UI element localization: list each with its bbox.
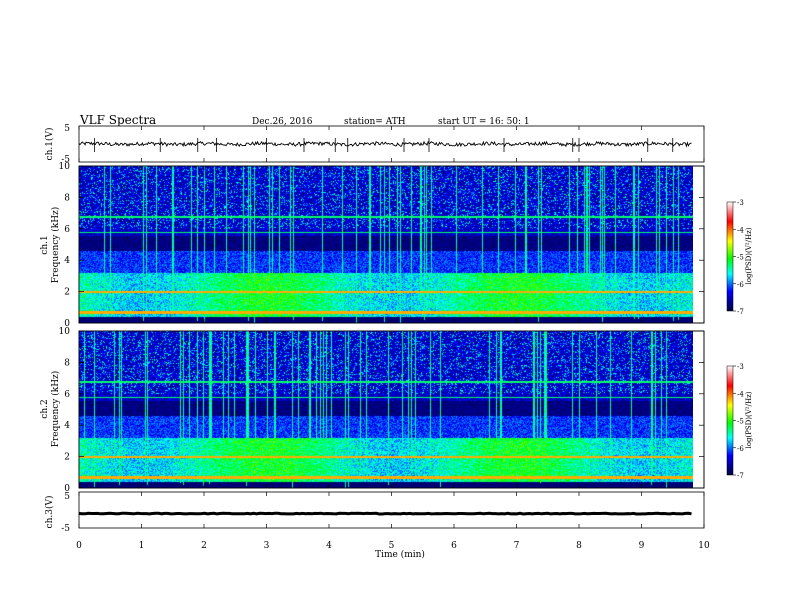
colorbar-tick-label: -6: [737, 445, 744, 453]
ch2-spectrogram-panel: 0 2 4 6 8 10 ch.2 Frequency (kHz): [40, 327, 705, 494]
ch1-spectrogram-image: [79, 166, 693, 323]
ch1-colorbar: -3 -4 -5 -6 -7 log(PSD)(V²/Hz): [726, 199, 753, 316]
ch1-colorbar-label: log(PSD)(V²/Hz): [745, 227, 753, 284]
x-tick-label: 8: [576, 541, 582, 551]
ch1-spectrogram-image-holder: [79, 166, 693, 323]
ch1-spec-ylabel-channel: ch.1: [40, 235, 50, 254]
y-tick-label: 2: [64, 453, 70, 463]
colorbar-tick-label: -6: [737, 281, 744, 289]
ch2-spec-yticks: 0 2 4 6 8 10: [59, 327, 704, 494]
y-tick-label: 8: [64, 193, 70, 203]
y-tick-label: 10: [59, 162, 71, 172]
ch1-colorbar-ticks: -3 -4 -5 -6 -7: [733, 199, 744, 316]
x-tick-label: 6: [451, 541, 457, 551]
colorbar-tick-label: -7: [737, 308, 744, 316]
colorbar-tick-label: -4: [737, 226, 744, 234]
colorbar-tick-label: -4: [737, 390, 744, 398]
ch1-waveform-panel: 5 -5 ch.1(V): [44, 124, 705, 165]
ch3-waveform-panel: 5 -5 ch.3(V) 0 1 2 3 4 5 6 7 8 9 10 Time (min): [44, 126, 710, 560]
date-label: Dec.26, 2016: [252, 117, 313, 127]
ch2-spec-ylabel-frequency: Frequency (kHz): [50, 371, 61, 448]
ch2-colorbar-ticks: -3 -4 -5 -6 -7: [733, 363, 744, 480]
ch3-trace: [78, 511, 692, 516]
y-tick-label: 0: [64, 319, 70, 329]
y-tick-label: 6: [64, 225, 70, 235]
y-tick-label: 2: [64, 288, 70, 298]
ch1-spec-ylabel-frequency: Frequency (kHz): [50, 207, 61, 284]
colorbar-tick-label: -3: [737, 199, 744, 207]
x-tick-label: 5: [389, 541, 395, 551]
x-tick-label: 0: [76, 541, 82, 551]
y-tick-label: 8: [64, 358, 70, 368]
ch2-spectrogram-image-holder: [79, 331, 693, 488]
ch2-colorbar: -3 -4 -5 -6 -7 log(PSD)(V²/Hz): [726, 363, 753, 480]
ch2-colorbar-scale: [726, 365, 734, 476]
colorbar-tick-label: -7: [737, 472, 744, 480]
x-tick-label: 2: [201, 541, 207, 551]
ch1-ylabel: ch.1(V): [44, 128, 55, 161]
ch3-ytick-top: 5: [64, 492, 70, 502]
ch2-spectrogram-image: [79, 331, 693, 488]
ch3-ylabel: ch.3(V): [44, 496, 55, 529]
ch1-trace: [78, 140, 692, 148]
x-tick-label: 10: [698, 541, 710, 551]
x-tick-label: 1: [139, 541, 145, 551]
ch1-spectrogram-panel: 0 2 4 6 8 10 ch.1 Frequency (kHz): [40, 162, 705, 329]
ch2-spec-ylabel-channel: ch.2: [40, 399, 50, 418]
station-label: station= ATH: [344, 117, 406, 127]
ch1-spec-yticks: 0 2 4 6 8 10: [59, 162, 704, 329]
x-tick-label: 4: [326, 541, 332, 551]
figure-title: VLF Spectra: [79, 113, 156, 127]
ch3-frame: [78, 491, 705, 529]
x-tick-label: 3: [264, 541, 270, 551]
time-axis-label: Time (min): [375, 549, 425, 560]
ch1-colorbar-scale: [726, 201, 734, 312]
ch1-ytick-bottom: -5: [61, 155, 70, 165]
x-tick-label: 7: [514, 541, 520, 551]
y-tick-label: 10: [59, 327, 71, 337]
colorbar-tick-label: -3: [737, 363, 744, 371]
y-tick-label: 6: [64, 390, 70, 400]
start-ut-label: start UT = 16: 50: 1: [438, 117, 530, 127]
ch1-spikes: [94, 138, 674, 152]
ch3-ytick-bottom: -5: [61, 524, 70, 534]
y-tick-label: 4: [64, 256, 70, 266]
x-tick-label: 9: [639, 541, 645, 551]
time-axis-ticks: 0 1 2 3 4 5 6 7 8 9 10: [76, 126, 710, 551]
y-tick-label: 4: [64, 421, 70, 431]
y-tick-label: 0: [64, 484, 70, 494]
ch1-ytick-top: 5: [64, 124, 70, 134]
colorbar-tick-label: -5: [737, 418, 744, 426]
colorbar-tick-label: -5: [737, 254, 744, 262]
ch2-colorbar-label: log(PSD)(V²/Hz): [745, 391, 753, 448]
